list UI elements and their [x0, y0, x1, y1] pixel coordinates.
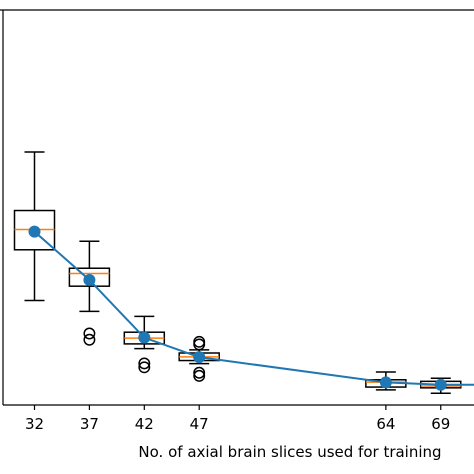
x-tick-label: 47	[190, 415, 209, 433]
flier-point	[193, 366, 206, 379]
x-ticks: 32374247646974	[25, 405, 450, 433]
flier-point	[193, 335, 206, 348]
box-body	[68, 267, 111, 287]
mean-point	[138, 331, 151, 344]
flier-point	[83, 327, 96, 340]
mean-line	[33, 230, 474, 386]
mean-layer	[28, 225, 474, 391]
flier-point	[138, 357, 151, 370]
x-axis-label: No. of axial brain slices used for train…	[138, 443, 441, 461]
axes-frame	[0, 9, 474, 406]
boxes-layer	[13, 151, 462, 395]
mean-point	[28, 225, 41, 238]
mean-point	[83, 273, 96, 286]
flier-point	[193, 369, 206, 382]
x-tick-label: 32	[25, 415, 44, 433]
mean-point	[193, 351, 206, 364]
box-42	[123, 315, 166, 374]
mean-point	[379, 376, 392, 389]
x-tick-label: 69	[431, 415, 450, 433]
flier-point	[138, 361, 151, 374]
flier-point	[83, 333, 96, 346]
x-tick-label: 42	[135, 415, 154, 433]
x-tick-label: 64	[376, 415, 395, 433]
x-tick-label: 37	[80, 415, 99, 433]
mean-point	[434, 378, 447, 391]
box-37	[68, 240, 111, 346]
